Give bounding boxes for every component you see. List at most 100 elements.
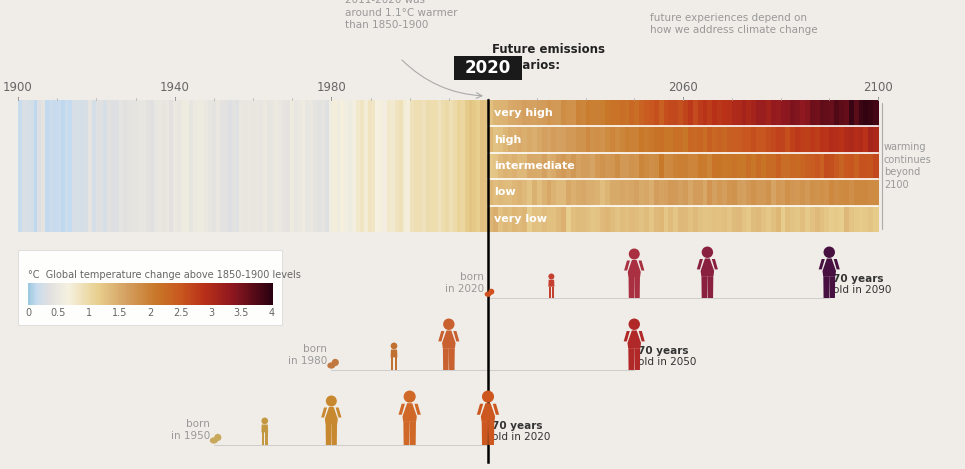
Bar [265, 283, 267, 305]
Bar [620, 179, 625, 205]
Bar [372, 100, 376, 232]
Bar [38, 283, 40, 305]
Bar [624, 179, 630, 205]
Polygon shape [325, 407, 338, 424]
Bar [610, 179, 616, 205]
Bar [648, 205, 654, 232]
Bar [205, 100, 209, 232]
Bar [179, 283, 181, 305]
Bar [610, 127, 616, 153]
Bar [251, 100, 256, 232]
Bar [786, 100, 791, 127]
Bar [512, 127, 518, 153]
Bar [843, 127, 849, 153]
Bar [532, 179, 538, 205]
Text: intermediate: intermediate [494, 161, 575, 171]
Bar [461, 100, 465, 232]
Bar [31, 283, 34, 305]
Circle shape [628, 318, 640, 330]
Polygon shape [634, 348, 640, 370]
Bar [786, 153, 791, 179]
Bar [233, 283, 235, 305]
Bar [551, 127, 557, 153]
Bar [433, 100, 438, 232]
Bar [712, 179, 718, 205]
FancyBboxPatch shape [18, 250, 282, 325]
Bar [69, 100, 73, 232]
Bar [805, 153, 811, 179]
Bar [453, 100, 457, 232]
Bar [620, 127, 625, 153]
Bar [75, 283, 77, 305]
Bar [693, 100, 699, 127]
Text: low: low [494, 188, 515, 197]
Bar [69, 283, 70, 305]
Bar [786, 127, 791, 153]
Bar [46, 283, 48, 305]
Circle shape [326, 395, 337, 407]
Bar [727, 100, 732, 127]
Bar [859, 179, 864, 205]
Bar [683, 127, 688, 153]
Bar [258, 283, 260, 305]
Bar [45, 100, 49, 232]
Bar [109, 283, 112, 305]
Bar [345, 100, 348, 232]
Bar [727, 205, 732, 232]
Bar [254, 283, 257, 305]
Bar [261, 283, 262, 305]
Bar [153, 283, 155, 305]
Bar [771, 153, 776, 179]
Bar [111, 283, 113, 305]
Bar [541, 205, 547, 232]
Bar [147, 283, 149, 305]
Bar [864, 153, 869, 179]
Bar [175, 283, 177, 305]
Bar [566, 179, 571, 205]
Bar [761, 179, 766, 205]
Bar [873, 100, 878, 127]
Bar [208, 283, 210, 305]
Bar [591, 153, 595, 179]
Bar [624, 205, 630, 232]
Bar [829, 179, 835, 205]
Bar [819, 100, 825, 127]
Polygon shape [449, 348, 455, 370]
Polygon shape [834, 259, 840, 269]
Bar [790, 179, 796, 205]
Bar [286, 100, 290, 232]
Bar [532, 205, 538, 232]
Bar [859, 100, 864, 127]
Bar [201, 283, 203, 305]
Bar [659, 205, 664, 232]
Bar [30, 283, 32, 305]
Bar [508, 153, 513, 179]
Bar [698, 153, 703, 179]
Bar [541, 100, 547, 127]
Bar [648, 100, 654, 127]
Bar [566, 100, 571, 127]
Bar [248, 283, 250, 305]
Bar [92, 283, 94, 305]
Bar [145, 283, 148, 305]
Bar [170, 100, 174, 232]
Bar [118, 283, 120, 305]
Bar [395, 100, 400, 232]
Bar [571, 179, 576, 205]
Bar [204, 283, 206, 305]
Bar [653, 205, 659, 232]
Bar [615, 153, 620, 179]
Bar [537, 127, 542, 153]
Bar [187, 283, 189, 305]
Bar [834, 179, 840, 205]
Polygon shape [402, 403, 417, 422]
Bar [101, 283, 103, 305]
Bar [138, 100, 143, 232]
Bar [629, 179, 635, 205]
Bar [251, 283, 253, 305]
Bar [267, 283, 269, 305]
Bar [707, 179, 713, 205]
Bar [182, 283, 184, 305]
Bar [532, 127, 538, 153]
Bar [498, 100, 503, 127]
